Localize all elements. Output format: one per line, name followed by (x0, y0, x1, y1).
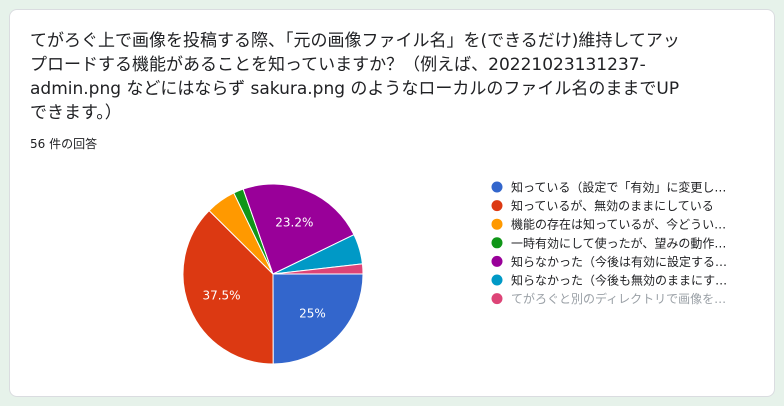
pie-slice-1[interactable] (272, 273, 364, 365)
legend-marker-6 (491, 274, 503, 286)
chart-legend: 知っている（設定で「有効」に変更し… 知っているが、無効のままにしている機能の存在… (491, 180, 727, 306)
pie-slice-7[interactable] (272, 263, 364, 275)
slice-label-5: 23.2% (275, 215, 313, 229)
legend-item-1[interactable]: 知っている（設定で「有効」に変更し… (511, 180, 726, 195)
legend-item-2[interactable]: 知っているが、無効のままにしている (511, 198, 714, 213)
slice-label-1: 25% (299, 306, 326, 320)
legend-item-7[interactable]: てがろぐと別のディレクトリで画像を… (511, 291, 726, 306)
question-title: てがろぐ上で画像を投稿する際、「元の画像ファイル名」を(できるだけ)維持してアッ… (30, 31, 680, 123)
pie-chart: 25% 37.5% 23.2% 知っている（設定で「有効」に変更し… 知っているが、無… (182, 180, 727, 365)
pie-slice-5[interactable] (242, 183, 355, 275)
legend-item-6[interactable]: 知らなかった（今後も無効のままにす… (511, 273, 727, 288)
legend-marker-4 (491, 237, 503, 249)
response-count: 56 件の回答 (30, 137, 98, 151)
pie-labels: 25% 37.5% 23.2% (202, 215, 325, 320)
pie-slices (182, 183, 364, 365)
slice-label-2: 37.5% (202, 289, 240, 303)
legend-item-3[interactable]: 機能の存在は知っているが、今どうい… (511, 217, 726, 232)
question-card: てがろぐ上で画像を投稿する際、「元の画像ファイル名」を(できるだけ)維持してアッ… (9, 9, 775, 397)
legend-marker-1 (491, 181, 503, 193)
legend-marker-5 (491, 255, 503, 267)
legend-marker-7 (491, 293, 503, 305)
legend-marker-2 (491, 200, 503, 212)
legend-marker-3 (491, 218, 503, 230)
pie-slice-2[interactable] (182, 209, 274, 365)
legend-item-4[interactable]: 一時有効にして使ったが、望みの動作… (511, 235, 726, 250)
legend-item-5[interactable]: 知らなかった（今後は有効に設定する… (511, 254, 727, 269)
